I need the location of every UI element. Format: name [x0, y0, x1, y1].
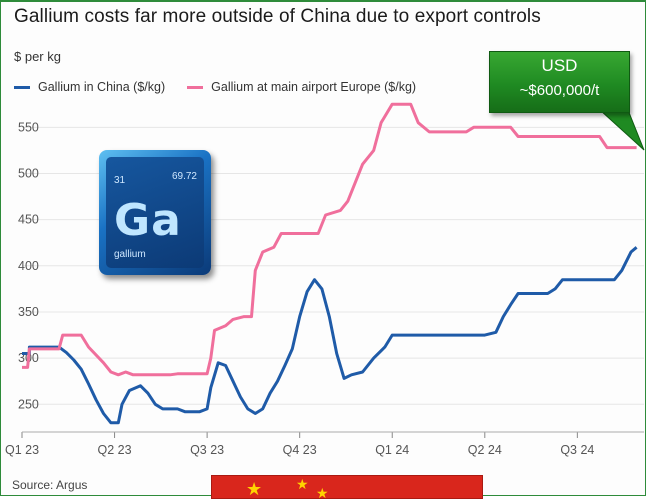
x-tick-label: Q3 23 — [190, 443, 224, 457]
y-tick-label: 500 — [18, 166, 39, 180]
china-flag-image: ★ ★ ★ — [211, 475, 483, 501]
y-tick-label: 450 — [18, 213, 39, 227]
callout-pointer — [598, 109, 645, 151]
legend-item-europe: Gallium at main airport Europe ($/kg) — [187, 80, 416, 94]
y-tick-label: 250 — [18, 397, 39, 411]
legend-item-china: Gallium in China ($/kg) — [14, 80, 165, 94]
series-line-china — [22, 246, 638, 425]
series-lines — [22, 102, 638, 425]
atomic-mass: 69.72 — [171, 171, 197, 182]
gallium-tile-inner: 31 69.72 Ga gallium — [106, 157, 204, 268]
element-name: gallium — [114, 249, 146, 260]
y-axis-unit-label: $ per kg — [14, 49, 61, 64]
y-tick-label: 400 — [18, 259, 39, 273]
y-tick-label: 550 — [18, 120, 39, 134]
x-tick-label: Q2 24 — [468, 443, 502, 457]
atomic-number: 31 — [114, 175, 126, 186]
source-note: Source: Argus — [12, 478, 88, 492]
element-symbol: Ga — [114, 195, 182, 246]
flag-star-icon: ★ — [316, 485, 329, 501]
legend-label-china: Gallium in China ($/kg) — [38, 80, 166, 94]
y-tick-label: 350 — [18, 305, 39, 319]
legend: Gallium in China ($/kg) Gallium at main … — [14, 80, 438, 94]
legend-label-europe: Gallium at main airport Europe ($/kg) — [211, 80, 417, 94]
x-tick-label: Q2 23 — [98, 443, 132, 457]
x-tick-label: Q1 23 — [5, 443, 39, 457]
x-axis-tick-labels: Q1 23 Q2 23 Q3 23 Q4 23 Q1 24 Q2 24 Q3 24 — [5, 431, 644, 457]
chart-title: Gallium costs far more outside of China … — [14, 6, 541, 27]
callout-arrow-shape — [598, 109, 645, 151]
flag-star-icon: ★ — [246, 479, 263, 499]
x-tick-label: Q3 24 — [560, 443, 594, 457]
flag-star-icon: ★ — [296, 476, 309, 492]
legend-swatch-china — [14, 85, 30, 89]
gallium-element-tile: 31 69.72 Ga gallium — [99, 150, 211, 275]
callout-price: ~$600,000/t — [519, 82, 600, 99]
price-callout: USD ~$600,000/t — [489, 51, 630, 113]
series-line-europe — [22, 102, 637, 377]
x-tick-label: Q4 23 — [283, 443, 317, 457]
x-tick-label: Q1 24 — [375, 443, 409, 457]
legend-swatch-europe — [187, 85, 204, 89]
callout-currency: USD — [541, 56, 578, 75]
